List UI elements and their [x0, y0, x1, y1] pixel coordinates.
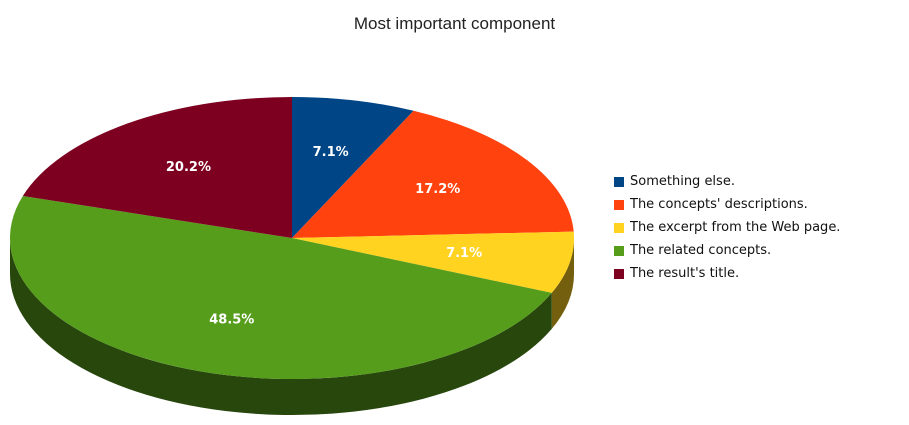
- legend-item: The excerpt from the Web page.: [614, 216, 840, 239]
- slice-label-4: 48.5%: [209, 313, 254, 328]
- legend: Something else. The concepts' description…: [614, 170, 840, 285]
- legend-swatch: [614, 245, 624, 256]
- legend-swatch: [614, 176, 624, 187]
- pie-side-3: [551, 238, 574, 329]
- legend-item: The related concepts.: [614, 239, 840, 262]
- legend-swatch: [614, 222, 624, 233]
- slice-label-2: 17.2%: [415, 182, 460, 197]
- pie-side-4: [9, 238, 552, 415]
- legend-item: The concepts' descriptions.: [614, 193, 840, 216]
- legend-label: The concepts' descriptions.: [630, 197, 808, 212]
- legend-label: The related concepts.: [630, 243, 772, 258]
- legend-item: Something else.: [614, 170, 840, 193]
- legend-label: The result's title.: [630, 266, 740, 281]
- legend-swatch: [614, 199, 624, 210]
- pie-slice-1: [292, 97, 414, 238]
- legend-swatch: [614, 268, 624, 279]
- slice-label-3: 7.1%: [446, 246, 482, 261]
- chart-title: Most important component: [353, 14, 556, 33]
- legend-label: Something else.: [630, 174, 735, 189]
- legend-label: The excerpt from the Web page.: [630, 220, 841, 235]
- legend-item: The result's title.: [614, 262, 840, 285]
- pie-slice-4: [10, 195, 552, 379]
- pie-slice-3: [292, 231, 575, 293]
- slice-label-1: 7.1%: [313, 145, 349, 160]
- pie-slice-2: [292, 110, 574, 238]
- pie-slice-5: [22, 97, 292, 238]
- slice-label-5: 20.2%: [166, 160, 211, 175]
- pie-side-walls: [9, 238, 574, 415]
